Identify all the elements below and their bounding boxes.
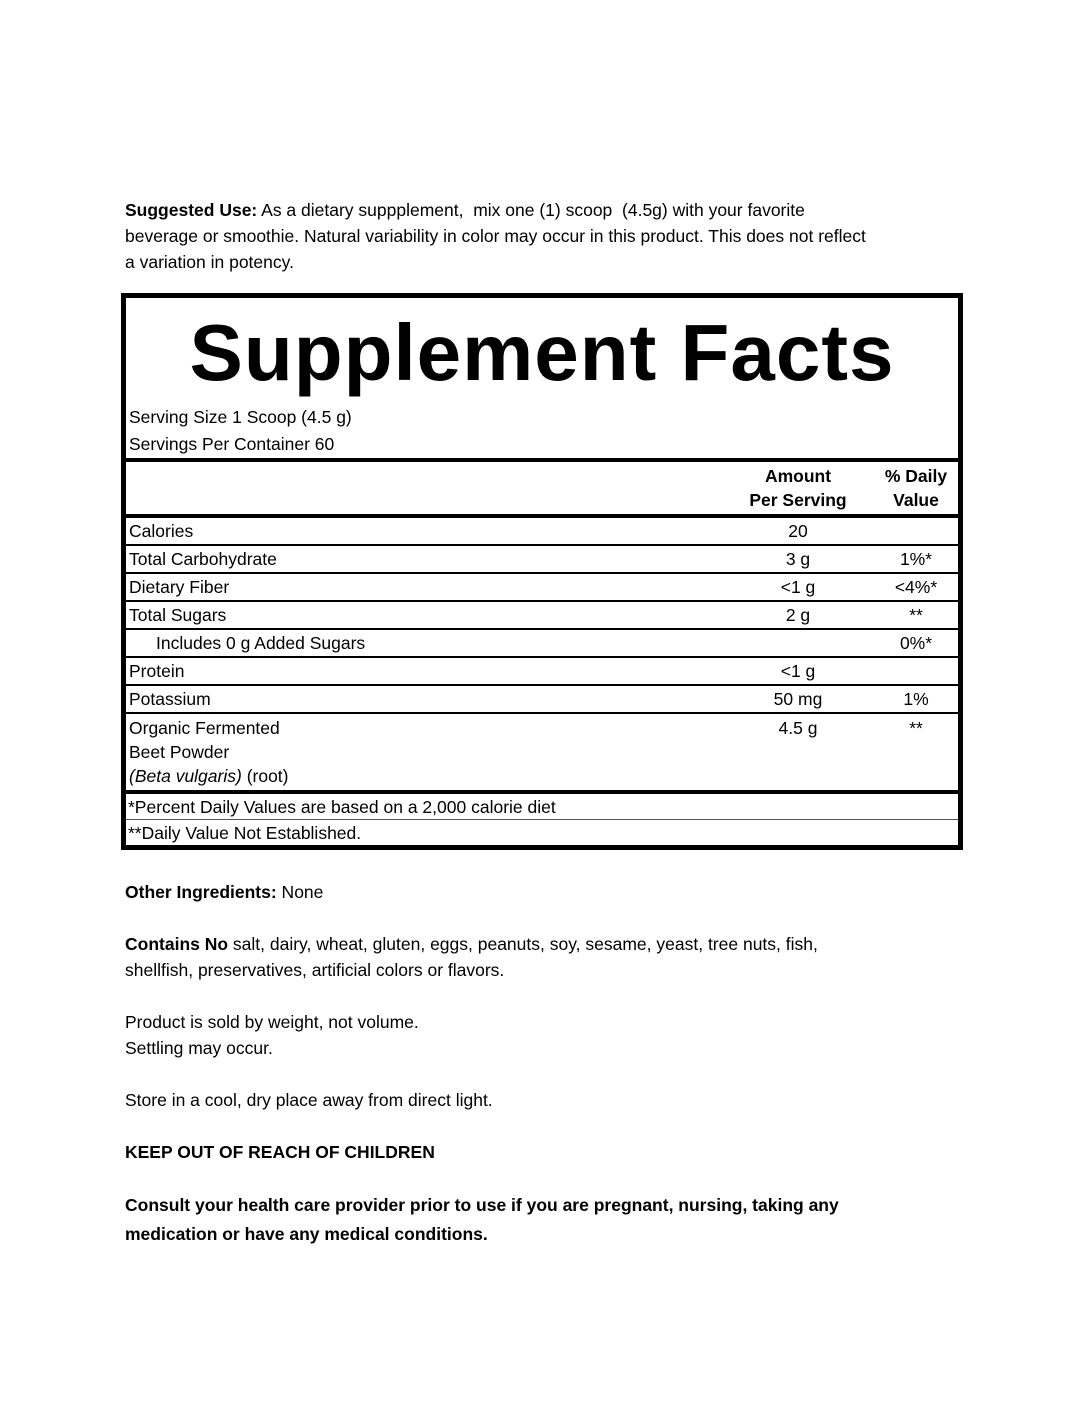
nutrient-dv: ** [909,718,923,738]
serving-info-section: Serving Size 1 Scoop (4.5 g) Servings Pe… [126,404,958,462]
nutrient-name: Includes 0 g Added Sugars [156,633,366,653]
daily-value-header: % Daily Value [874,464,958,512]
nutrient-name: Total Sugars [129,605,227,625]
dv-header-line-2: Value [893,490,939,510]
beet-row-line-3: (Beta vulgaris) (root) [129,764,722,788]
table-row-added-sugars: Includes 0 g Added Sugars 0%* [126,630,958,658]
contains-no-statement: Contains No salt, dairy, wheat, gluten, … [125,931,963,983]
nutrient-dv: ** [909,605,923,625]
beet-row-line-1: Organic Fermented [129,718,280,738]
beet-row-line-2: Beet Powder [129,742,230,762]
table-row-potassium: Potassium 50 mg 1% [126,686,958,714]
nutrient-amount: 2 g [785,605,811,625]
table-row-calories: Calories 20 [126,518,958,546]
suggested-use-line-3: a variation in potency. [125,252,294,272]
nutrient-name: Potassium [129,689,211,709]
contains-no-line-1: salt, dairy, wheat, gluten, eggs, peanut… [228,934,818,954]
nutrient-name: Organic Fermented Beet Powder (Beta vulg… [126,716,722,788]
table-row-beet-powder: Organic Fermented Beet Powder (Beta vulg… [126,714,958,794]
other-ingredients-label: Other Ingredients: [125,882,277,902]
serving-size: Serving Size 1 Scoop (4.5 g) [129,407,352,427]
plant-part: (root) [241,766,289,786]
nutrient-name: Calories [129,521,194,541]
nutrient-amount: 4.5 g [778,718,818,738]
nutrient-amount: 20 [788,521,808,541]
dv-header-line-1: % Daily [884,466,948,486]
supplement-facts-title: Supplement Facts [189,308,895,397]
consult-warning-line-1: Consult your health care provider prior … [125,1195,839,1215]
weight-note-line-2: Settling may occur. [125,1038,273,1058]
table-header-row: Amount Per Serving % Daily Value [126,462,958,518]
contains-no-label: Contains No [125,934,229,954]
suggested-use-line-1: As a dietary suppplement, mix one (1) sc… [257,200,805,220]
weight-note-line-1: Product is sold by weight, not volume. [125,1012,419,1032]
nutrient-dv: 0%* [899,633,933,653]
footnote-not-established: **Daily Value Not Established. [128,823,362,843]
nutrient-amount: 50 mg [773,689,823,709]
table-row-total-sugars: Total Sugars 2 g ** [126,602,958,630]
consult-warning: Consult your health care provider prior … [125,1191,963,1249]
nutrient-name: Dietary Fiber [129,577,230,597]
nutrient-amount: <1 g [780,661,816,681]
nutrient-name: Protein [129,661,185,681]
table-row-dietary-fiber: Dietary Fiber <1 g <4%* [126,574,958,602]
consult-warning-line-2: medication or have any medical condition… [125,1224,488,1244]
amount-header-line-1: Amount [764,466,832,486]
nutrient-amount: 3 g [785,549,811,569]
table-row-total-carbohydrate: Total Carbohydrate 3 g 1%* [126,546,958,574]
nutrient-dv: 1% [903,689,929,709]
suggested-use-line-2: beverage or smoothie. Natural variabilit… [125,226,866,246]
suggested-use-paragraph: Suggested Use: As a dietary suppplement,… [125,197,963,275]
contains-no-line-2: shellfish, preservatives, artificial col… [125,960,505,980]
amount-per-serving-header: Amount Per Serving [722,464,874,512]
suggested-use-label: Suggested Use: [125,200,258,220]
table-row-protein: Protein <1 g [126,658,958,686]
other-ingredients: Other Ingredients: None [125,879,963,905]
supplement-facts-panel: Supplement Facts Serving Size 1 Scoop (4… [121,293,963,850]
children-warning: KEEP OUT OF REACH OF CHILDREN [125,1142,435,1162]
amount-header-line-2: Per Serving [749,490,847,510]
servings-per-container: Servings Per Container 60 [129,434,335,454]
document-content: Suggested Use: As a dietary suppplement,… [121,197,963,1249]
nutrient-dv: 1%* [899,549,933,569]
footnote-daily-values: *Percent Daily Values are based on a 2,0… [126,794,958,820]
botanical-name: (Beta vulgaris) [129,766,242,786]
other-ingredients-value: None [276,882,324,902]
nutrient-name: Total Carbohydrate [129,549,277,569]
storage-note: Store in a cool, dry place away from dir… [125,1090,493,1110]
weight-note: Product is sold by weight, not volume. Se… [125,1009,963,1061]
nutrient-amount: <1 g [780,577,816,597]
nutrient-dv: <4%* [894,577,938,597]
